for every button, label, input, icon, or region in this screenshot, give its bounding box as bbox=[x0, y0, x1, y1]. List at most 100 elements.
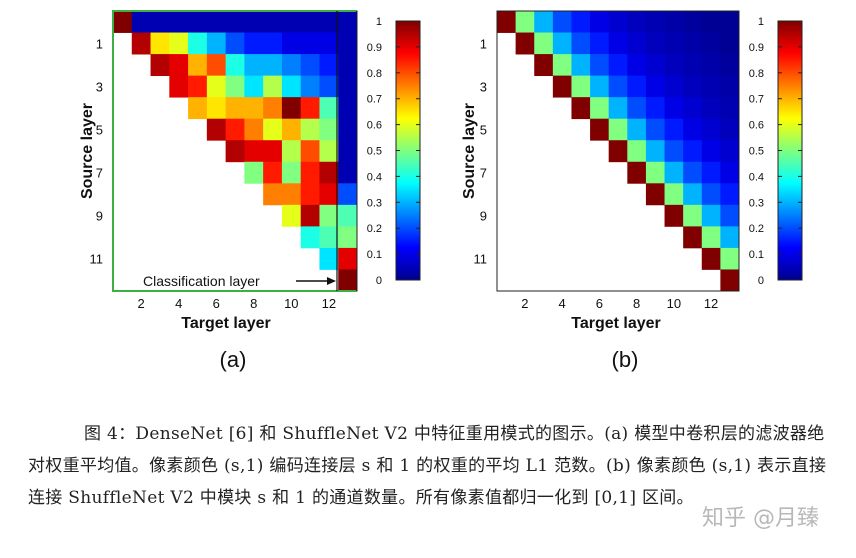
heatmap-cell bbox=[225, 97, 245, 120]
heatmap-cell bbox=[300, 226, 320, 249]
heatmap-cell bbox=[150, 11, 170, 33]
heatmap-cell bbox=[664, 161, 684, 184]
heatmap-cell bbox=[701, 140, 721, 163]
heatmap-cell bbox=[701, 54, 721, 77]
heatmap-cell bbox=[338, 118, 358, 141]
x-tick-label: 12 bbox=[322, 296, 336, 311]
heatmap-cell bbox=[188, 75, 208, 98]
heatmap-cell bbox=[664, 97, 684, 120]
x-tick-label: 2 bbox=[521, 296, 528, 311]
heatmap-cell bbox=[300, 11, 320, 33]
heatmap-cell bbox=[720, 32, 740, 55]
heatmap-cell bbox=[338, 140, 358, 163]
colorbar-tick-label: 0.3 bbox=[749, 197, 764, 209]
y-ticks-b: 1 3 5 7 9 11 bbox=[474, 36, 488, 266]
heatmap-cell bbox=[319, 247, 339, 270]
heatmap-cell bbox=[150, 32, 170, 55]
heatmap-cell bbox=[244, 32, 264, 55]
heatmap-cell bbox=[300, 204, 320, 227]
colorbar-ticks-a: 0 0.1 0.2 0.3 0.4 0.5 0.6 0.7 0.8 0.9 1 bbox=[367, 16, 420, 287]
heatmap-cell bbox=[701, 32, 721, 55]
heatmap-cell bbox=[720, 118, 740, 141]
heatmap-cell bbox=[590, 54, 610, 77]
heatmap-cell bbox=[608, 140, 628, 163]
heatmap-cell bbox=[188, 54, 208, 77]
heatmap-cell bbox=[701, 161, 721, 184]
axes-frame-b bbox=[496, 10, 740, 292]
heatmap-cell bbox=[281, 140, 302, 163]
heatmap-cell bbox=[664, 118, 684, 141]
heatmap-cell bbox=[281, 204, 302, 227]
heatmap-cell bbox=[627, 54, 647, 77]
heatmap-cell bbox=[534, 32, 554, 55]
heatmap-cell bbox=[206, 97, 227, 120]
heatmap-cell bbox=[683, 118, 703, 141]
heatmap-cell bbox=[627, 11, 647, 33]
heatmap-cell bbox=[720, 226, 740, 249]
heatmap-cell bbox=[263, 161, 283, 184]
heatmap-cell bbox=[720, 247, 740, 270]
heatmap-cell bbox=[683, 11, 703, 33]
heatmap-cell bbox=[590, 118, 610, 141]
x-tick-label: 6 bbox=[596, 296, 603, 311]
heatmap-cell bbox=[281, 11, 302, 33]
colorbar-tick-label: 0.4 bbox=[749, 171, 764, 183]
heatmap-cell bbox=[281, 118, 302, 141]
heatmap-cell bbox=[300, 54, 320, 77]
heatmap-cell bbox=[683, 204, 703, 227]
zhihu-watermark: 知乎 @月臻 bbox=[702, 506, 819, 531]
heatmap-cell bbox=[169, 32, 189, 55]
colorbar-tick-label: 0.9 bbox=[367, 42, 382, 54]
heatmap-cell bbox=[608, 54, 628, 77]
heatmap-cell bbox=[263, 140, 283, 163]
colorbar-tick-label: 0.4 bbox=[367, 171, 382, 183]
y-tick-label: 3 bbox=[480, 79, 487, 94]
heatmap-cell bbox=[281, 161, 302, 184]
heatmap-cell bbox=[701, 118, 721, 141]
heatmap-cell bbox=[169, 75, 189, 98]
colorbar-tick-label: 0.7 bbox=[749, 94, 764, 106]
heatmap-cell bbox=[552, 32, 572, 55]
heatmap-cell bbox=[515, 11, 535, 33]
heatmap-cells-b bbox=[497, 11, 740, 292]
heatmap-cell bbox=[627, 97, 647, 120]
heatmap-cell bbox=[664, 54, 684, 77]
heatmap-cell bbox=[338, 75, 358, 98]
heatmap-cell bbox=[590, 11, 610, 33]
colorbar-tick-label: 0.8 bbox=[367, 68, 382, 80]
heatmap-cell bbox=[206, 118, 227, 141]
highlight-frame-a bbox=[112, 10, 356, 292]
heatmap-cell bbox=[244, 11, 264, 33]
heatmap-cell bbox=[319, 140, 339, 163]
heatmap-cell bbox=[300, 118, 320, 141]
heatmap-cell bbox=[188, 97, 208, 120]
heatmap-cell bbox=[683, 32, 703, 55]
heatmap-cell bbox=[720, 75, 740, 98]
heatmap-cell bbox=[497, 11, 517, 33]
y-tick-label: 7 bbox=[96, 166, 103, 181]
heatmap-cell bbox=[188, 11, 208, 33]
colorbar-tick-label: 0.1 bbox=[367, 249, 382, 261]
heatmap-cell bbox=[571, 97, 591, 120]
heatmap-cell bbox=[571, 11, 591, 33]
heatmap-cell bbox=[225, 75, 245, 98]
heatmap-cell bbox=[225, 32, 245, 55]
heatmap-cell bbox=[683, 97, 703, 120]
heatmap-cell bbox=[206, 32, 227, 55]
y-axis-label-b: Source layer bbox=[461, 103, 478, 199]
heatmap-cell bbox=[645, 32, 665, 55]
heatmap-cell bbox=[338, 183, 358, 206]
colorbar-tick-label: 0.1 bbox=[749, 249, 764, 261]
y-tick-label: 9 bbox=[96, 209, 103, 224]
heatmap-cell bbox=[319, 226, 339, 249]
x-tick-label: 12 bbox=[704, 296, 718, 311]
heatmap-cell bbox=[645, 140, 665, 163]
colorbar-tick-label: 0.5 bbox=[367, 146, 382, 158]
x-ticks-b: 2 4 6 8 10 12 bbox=[521, 296, 718, 311]
heatmap-cell bbox=[534, 11, 554, 33]
heatmap-cell bbox=[225, 11, 245, 33]
heatmap-cell bbox=[608, 97, 628, 120]
colorbar-ticks-b: 0 0.1 0.2 0.3 0.4 0.5 0.6 0.7 0.8 0.9 1 bbox=[749, 16, 802, 287]
y-tick-label: 7 bbox=[480, 166, 487, 181]
